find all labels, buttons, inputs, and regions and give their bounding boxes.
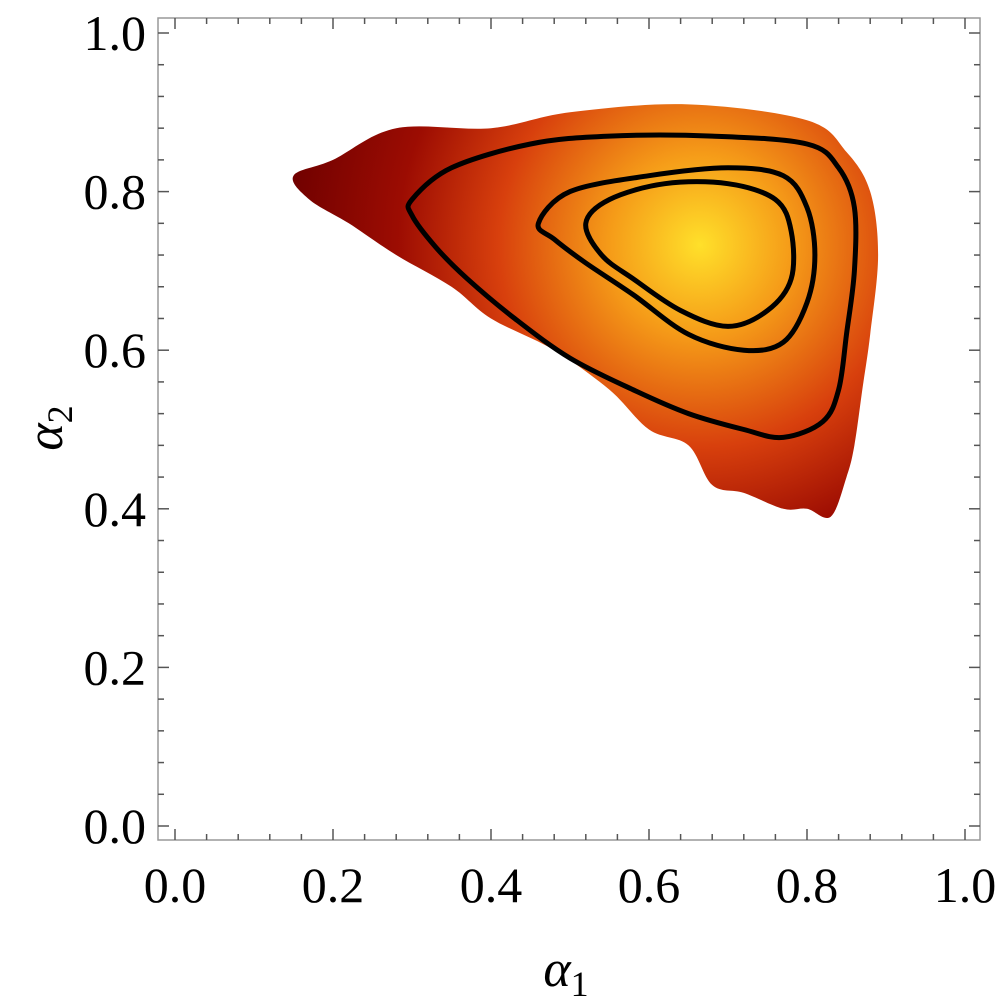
y-axis-title: α2: [17, 405, 80, 450]
y-tick-label: 1.0: [84, 5, 147, 61]
x-tick-label: 0.4: [460, 857, 523, 913]
contour-outer: [405, 132, 859, 441]
y-tick-label: 0.6: [84, 322, 147, 378]
contour-inner: [583, 179, 797, 329]
y-tick-label: 0.0: [84, 798, 147, 854]
x-tick-label: 0.0: [144, 857, 207, 913]
y-tick-label: 0.4: [84, 481, 147, 537]
density-region: [292, 104, 879, 519]
y-tick-label: 0.8: [84, 164, 147, 220]
x-tick-label: 0.8: [776, 857, 839, 913]
x-tick-label: 0.2: [302, 857, 365, 913]
contour-middle: [535, 165, 818, 354]
x-tick-label: 0.6: [618, 857, 681, 913]
x-axis-title: α1: [543, 941, 588, 998]
y-tick-label: 0.2: [84, 639, 147, 695]
x-tick-label: 1.0: [934, 857, 997, 913]
